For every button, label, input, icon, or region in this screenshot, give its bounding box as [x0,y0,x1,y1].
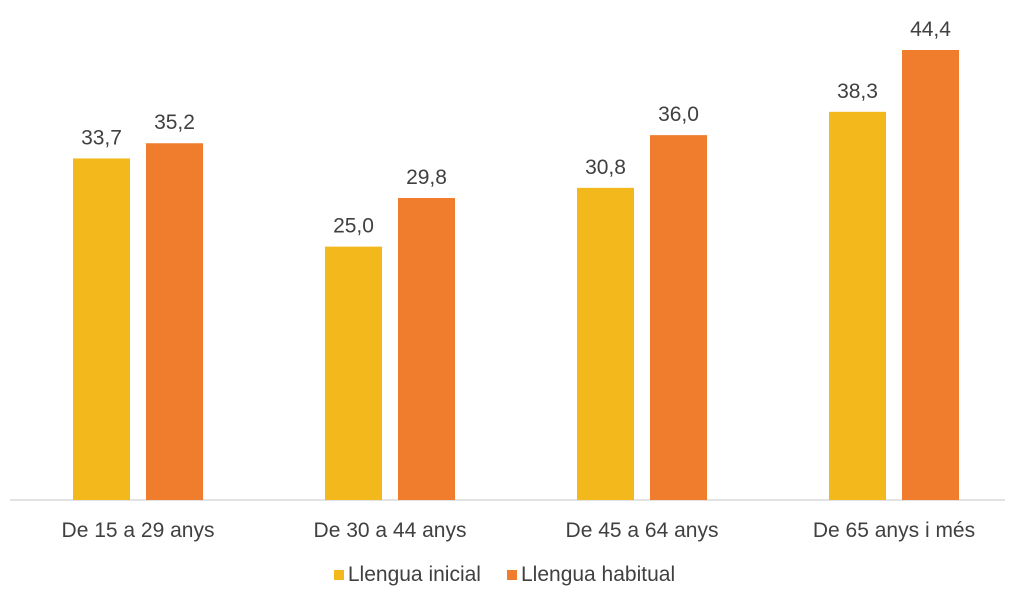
value-label-inicial-3: 38,3 [837,80,878,103]
value-label-habitual-1: 29,8 [406,166,447,189]
legend-swatch-inicial [333,570,344,580]
bar-inicial-2 [577,187,634,501]
legend-item-inicial: Llengua inicial [333,563,481,587]
category-label-3: De 65 anys i més [813,519,975,542]
value-label-inicial-0: 33,7 [81,126,122,149]
bar-inicial-0 [73,158,130,500]
legend-label-inicial: Llengua inicial [347,563,481,586]
bar-inicial-1 [325,246,382,500]
category-label-0: De 15 a 29 anys [62,519,215,542]
legend-label-habitual: Llengua habitual [520,563,676,586]
category-label-2: De 45 a 64 anys [566,519,719,542]
bar-habitual-2 [650,135,707,500]
value-label-habitual-3: 44,4 [910,18,951,41]
legend-swatch-habitual [506,570,517,580]
bar-habitual-3 [902,50,959,500]
bar-habitual-1 [398,197,455,501]
legend-item-habitual: Llengua habitual [506,563,676,587]
bar-habitual-0 [146,143,203,501]
value-label-habitual-0: 35,2 [154,111,195,134]
category-label-1: De 30 a 44 anys [314,519,467,542]
value-label-inicial-1: 25,0 [333,215,374,238]
value-label-inicial-2: 30,8 [585,156,626,179]
legend: Llengua inicial Llengua habitual [0,563,1009,587]
bar-inicial-3 [829,111,886,500]
value-label-habitual-2: 36,0 [658,103,699,126]
